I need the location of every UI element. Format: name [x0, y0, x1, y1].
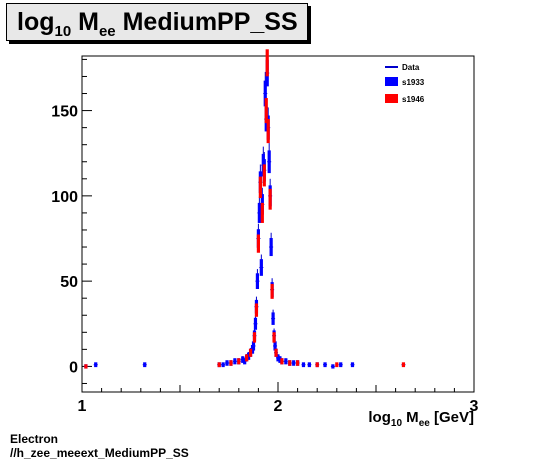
mc-box — [292, 360, 296, 366]
mc-box — [225, 360, 229, 366]
legend: Data s1933 s1946 — [385, 63, 425, 104]
mc-box — [248, 348, 253, 357]
mc-box — [301, 362, 306, 368]
legend-s1933-swatch — [385, 77, 398, 86]
mc-box — [339, 362, 343, 368]
mc-box — [296, 360, 300, 366]
mc-box — [278, 356, 282, 363]
mc-box — [288, 360, 292, 366]
mc-box — [229, 360, 233, 366]
x-tick-label: 1 — [78, 398, 87, 415]
mc-box — [335, 362, 339, 368]
mc-box — [245, 354, 249, 362]
mc-box — [401, 362, 406, 368]
y-tick-label: 100 — [51, 189, 78, 206]
series-data — [83, 50, 406, 369]
mc-box — [253, 317, 258, 330]
mc-box — [284, 358, 288, 365]
legend-s1933-label: s1933 — [402, 78, 425, 87]
mc-box — [260, 202, 264, 223]
mc-box — [243, 358, 247, 365]
mc-box — [217, 362, 221, 368]
y-tick-label: 0 — [69, 359, 78, 376]
mc-box — [241, 356, 245, 363]
mc-box — [257, 202, 261, 223]
series-s1946 — [84, 49, 406, 369]
mc-box — [266, 118, 270, 144]
mc-box — [272, 332, 276, 343]
mc-box — [254, 303, 259, 317]
mc-box — [276, 354, 280, 362]
footer-line-1: Electron — [10, 432, 59, 446]
mc-box — [233, 358, 237, 365]
mc-box — [251, 341, 256, 351]
mc-box — [94, 362, 98, 368]
x-tick-label: 3 — [470, 398, 479, 415]
title-box: log10 Mee MediumPP_SS — [6, 3, 308, 41]
mc-box — [273, 341, 277, 351]
mc-box — [265, 49, 269, 77]
mc-box — [143, 362, 147, 368]
mc-box — [84, 364, 88, 369]
mc-box — [331, 364, 335, 369]
legend-data-label: Data — [402, 63, 420, 72]
plot-frame — [81, 55, 475, 393]
x-axis-label: log10 Mee [GeV] — [368, 409, 474, 429]
mc-box — [274, 348, 278, 357]
y-tick-label: 150 — [51, 104, 78, 121]
mc-box — [255, 273, 260, 290]
mc-box — [258, 176, 262, 199]
mc-box — [271, 312, 275, 325]
mc-box — [247, 352, 251, 360]
mc-box — [263, 80, 267, 107]
mc-box — [267, 150, 271, 174]
mc-box — [315, 362, 319, 368]
mc-box — [262, 164, 266, 187]
mc-box — [323, 362, 327, 368]
mc-box — [252, 332, 257, 343]
series-s1933 — [84, 59, 355, 369]
y-tick-label: 50 — [60, 274, 78, 291]
mc-box — [221, 362, 225, 368]
mc-box — [237, 358, 241, 365]
mc-box — [280, 358, 284, 365]
mc-box — [270, 283, 274, 299]
mc-box — [307, 362, 311, 368]
mc-box — [259, 259, 263, 276]
legend-s1946-label: s1946 — [402, 95, 425, 104]
mc-box — [350, 362, 355, 368]
chart-title: log10 Mee MediumPP_SS — [17, 8, 298, 40]
mc-box — [269, 237, 273, 257]
x-tick-label: 2 — [274, 398, 283, 415]
mc-box — [264, 98, 268, 124]
footer-line-2: //h_zee_meeext_MediumPP_SS — [10, 446, 189, 460]
mc-box — [268, 188, 272, 210]
mc-box — [256, 234, 260, 253]
legend-s1946-swatch — [385, 94, 398, 103]
